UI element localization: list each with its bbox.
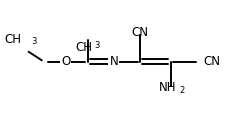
Text: CN: CN bbox=[132, 26, 148, 39]
Text: CH: CH bbox=[4, 33, 21, 46]
Text: 3: 3 bbox=[31, 37, 37, 46]
Text: CN: CN bbox=[203, 55, 220, 68]
Text: 2: 2 bbox=[179, 86, 184, 95]
Text: O: O bbox=[61, 55, 70, 68]
Text: NH: NH bbox=[159, 81, 176, 94]
Text: N: N bbox=[109, 55, 118, 68]
Text: CH: CH bbox=[76, 41, 93, 54]
Text: 3: 3 bbox=[94, 41, 99, 50]
